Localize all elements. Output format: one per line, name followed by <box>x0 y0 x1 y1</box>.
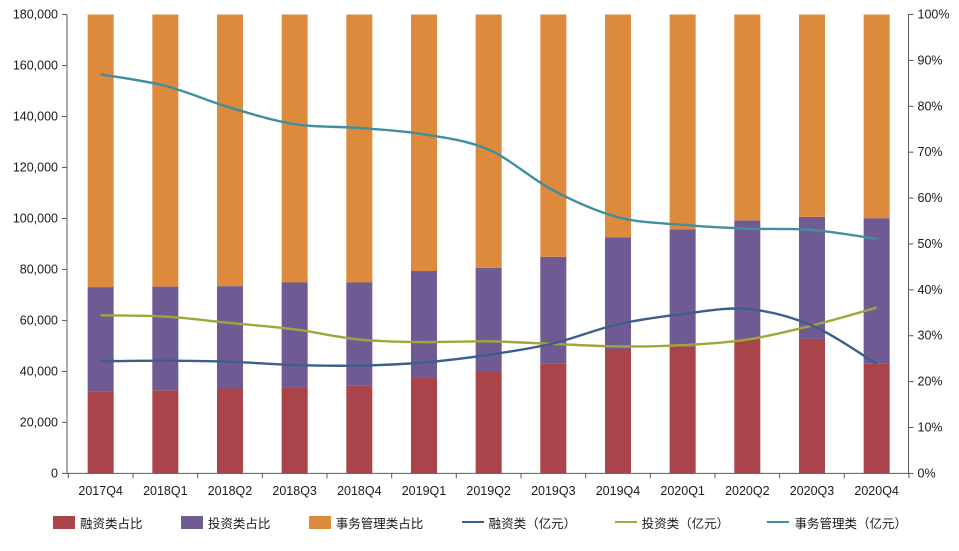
svg-text:2019Q4: 2019Q4 <box>596 484 641 498</box>
svg-text:60,000: 60,000 <box>20 313 58 327</box>
svg-text:80%: 80% <box>918 99 943 113</box>
svg-text:2020Q4: 2020Q4 <box>854 484 899 498</box>
svg-text:40%: 40% <box>918 283 943 297</box>
svg-text:2020Q3: 2020Q3 <box>790 484 835 498</box>
svg-text:20%: 20% <box>918 375 943 389</box>
svg-text:30%: 30% <box>918 329 943 343</box>
svg-text:70%: 70% <box>918 145 943 159</box>
svg-text:60%: 60% <box>918 191 943 205</box>
svg-text:10%: 10% <box>918 421 943 435</box>
svg-text:2018Q1: 2018Q1 <box>143 484 188 498</box>
svg-text:100%: 100% <box>918 8 950 22</box>
svg-text:2018Q4: 2018Q4 <box>337 484 382 498</box>
svg-text:2019Q3: 2019Q3 <box>531 484 576 498</box>
svg-text:80,000: 80,000 <box>20 262 58 276</box>
svg-text:90%: 90% <box>918 53 943 67</box>
svg-text:160,000: 160,000 <box>13 58 58 72</box>
svg-text:2019Q1: 2019Q1 <box>402 484 447 498</box>
svg-text:50%: 50% <box>918 237 943 251</box>
svg-text:2020Q1: 2020Q1 <box>660 484 705 498</box>
svg-text:0%: 0% <box>918 466 936 480</box>
svg-text:2018Q2: 2018Q2 <box>208 484 253 498</box>
svg-text:100,000: 100,000 <box>13 211 58 225</box>
svg-text:2020Q2: 2020Q2 <box>725 484 770 498</box>
svg-text:2019Q2: 2019Q2 <box>466 484 511 498</box>
svg-text:120,000: 120,000 <box>13 160 58 174</box>
svg-text:2018Q3: 2018Q3 <box>272 484 317 498</box>
svg-text:0: 0 <box>51 466 58 480</box>
svg-text:2017Q4: 2017Q4 <box>78 484 123 498</box>
svg-text:180,000: 180,000 <box>13 8 58 22</box>
svg-text:20,000: 20,000 <box>20 415 58 429</box>
svg-text:140,000: 140,000 <box>13 109 58 123</box>
svg-text:40,000: 40,000 <box>20 364 58 378</box>
